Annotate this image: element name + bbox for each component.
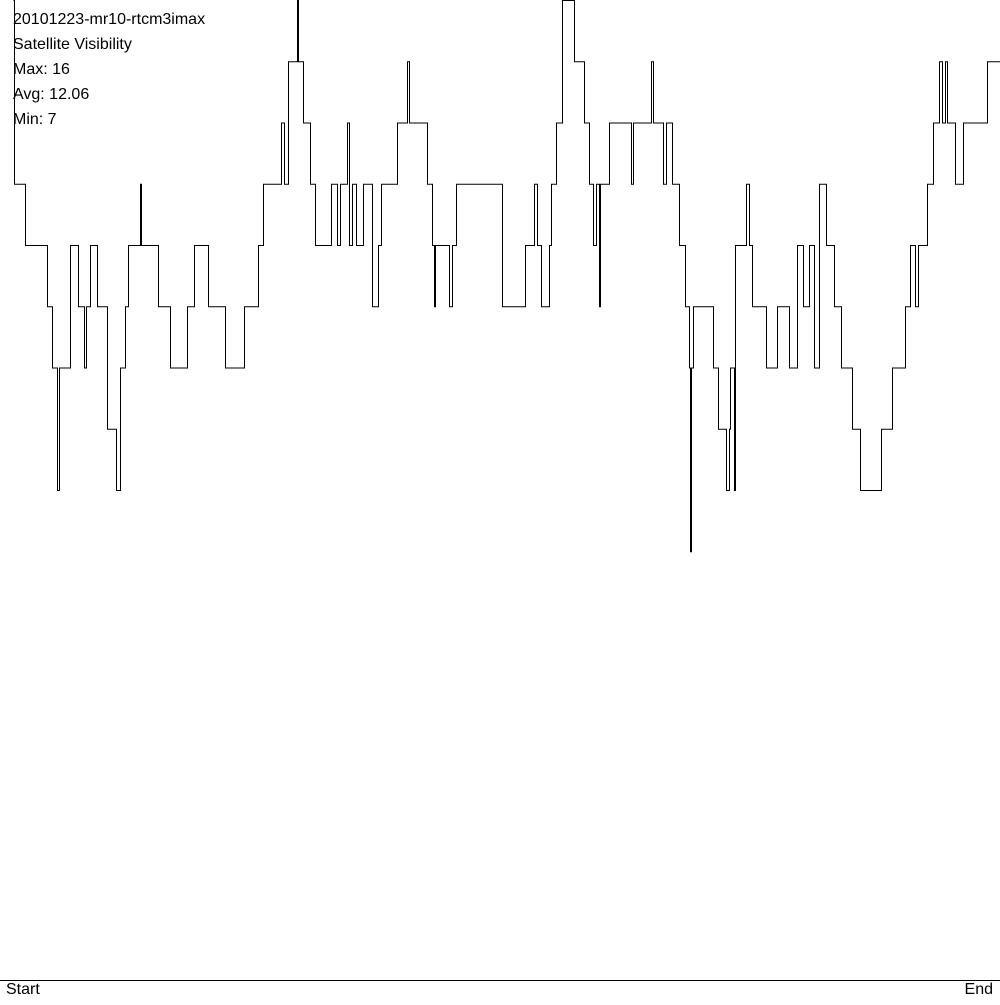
stat-label: Avg: 12.06 bbox=[13, 86, 89, 103]
data-line bbox=[14, 1, 1000, 552]
start-label: Start bbox=[6, 981, 40, 998]
chart-title: 20101223-mr10-rtcm3imax bbox=[13, 11, 205, 28]
stat-label: Max: 16 bbox=[13, 61, 70, 78]
end-label: End bbox=[965, 981, 993, 998]
stat-label: Min: 7 bbox=[13, 111, 57, 128]
chart-subtitle: Satellite Visibility bbox=[13, 36, 132, 53]
